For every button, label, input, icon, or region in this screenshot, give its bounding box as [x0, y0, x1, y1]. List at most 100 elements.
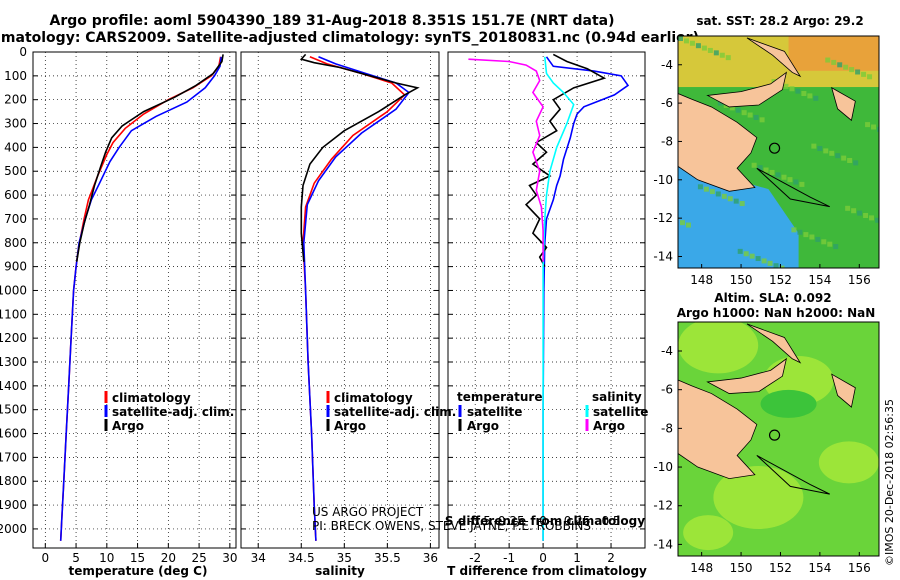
sst-pixel: [697, 184, 703, 190]
sst-pixel: [795, 88, 801, 94]
pi-label: PI: BRECK OWENS, STEVE JAYNE, P.E. ROBBI…: [312, 519, 591, 533]
sst-pixel: [825, 57, 831, 63]
map-y-tick-label: -14: [653, 249, 673, 263]
salinity-panel: 34 34.5 35 35.5 36: [240, 51, 440, 565]
x-tick-label: 34.5: [288, 551, 315, 565]
sst-pixel: [707, 47, 713, 53]
sst-pixel: [787, 177, 793, 183]
legend-temperature-heading: temperature: [457, 390, 542, 404]
sst-pixel: [815, 236, 821, 242]
sst-pixel: [709, 189, 715, 195]
land-new-ireland: [746, 37, 802, 78]
sst-pixel: [867, 74, 873, 80]
sst-pixel: [769, 169, 775, 175]
series-line-salinity-argo: [468, 58, 545, 262]
plot-frame: [447, 51, 646, 549]
sst-pixel: [757, 165, 763, 171]
sst-hot-patch: [788, 36, 879, 71]
x-tick-label: 35.5: [374, 551, 401, 565]
x-tick-label: 20: [161, 551, 176, 565]
sst-pixel: [679, 220, 685, 226]
x-tick-label: 0: [41, 551, 49, 565]
land-bougainville: [831, 86, 856, 122]
sst-pixel: [737, 248, 743, 254]
sst-pixel: [751, 162, 757, 168]
sst-pixel: [801, 91, 807, 97]
sst-pixel: [835, 153, 841, 159]
y-tick-label: 1700: [0, 450, 27, 464]
map-x-tick-label: 156: [848, 561, 871, 575]
difference-legend: temperature satellite Argo salinity sate…: [457, 390, 648, 433]
x-tick-label: 25: [191, 551, 206, 565]
sla-map-subtitle: Argo h1000: NaN h2000: NaN: [677, 306, 876, 320]
sst-pixel: [781, 174, 787, 180]
map-y-tick-label: -4: [661, 344, 673, 358]
sst-pixel: [753, 114, 759, 120]
y-tick-label: 700: [4, 212, 27, 226]
sst-pixel: [755, 256, 761, 262]
land-new-britain: [706, 71, 788, 108]
sst-pixel: [857, 210, 863, 216]
series-line-temperature-argo: [524, 53, 607, 267]
map-y-tick-label: -14: [653, 537, 673, 551]
x-tick-label: 35: [337, 551, 352, 565]
temperature-legend: climatology satellite-adj. clim. Argo: [104, 391, 234, 433]
sst-pixel: [847, 157, 853, 163]
sst-pixel: [683, 38, 689, 44]
sst-pixel: [861, 71, 867, 77]
map-x-tick-label: 156: [848, 273, 871, 287]
sst-pixel: [767, 260, 773, 266]
y-tick-label: 1900: [0, 498, 27, 512]
island-chain: [756, 167, 830, 208]
sst-pixel: [733, 198, 739, 204]
sst-map-panel: 148 150 152 154 156 -4 -6 -8 -10 -12 -14: [653, 35, 880, 287]
land-new-guinea: [678, 379, 758, 480]
sst-pixel: [877, 126, 879, 132]
sst-pixel: [729, 105, 735, 111]
legend-temp-argo: Argo: [467, 419, 499, 433]
sst-pixel: [821, 239, 827, 245]
sst-pixel: [715, 191, 721, 197]
legend-satellite: satellite-adj. clim.: [112, 405, 234, 419]
sst-map-title: sat. SST: 28.2 Argo: 29.2: [696, 14, 863, 28]
x-tick-label: 34: [251, 551, 266, 565]
y-tick-label: 900: [4, 260, 27, 274]
legend-climatology: climatology: [334, 391, 413, 405]
map-y-tick-label: -10: [653, 173, 673, 187]
y-tick-label: 1600: [0, 427, 27, 441]
title-line-1: Argo profile: aoml 5904390_189 31-Aug-20…: [50, 13, 615, 29]
sla-blob: [713, 466, 804, 529]
sst-pixel: [869, 215, 875, 221]
map-field: [678, 322, 879, 556]
sst-pixel: [855, 69, 861, 75]
argo-position-marker: [768, 142, 781, 154]
land-new-guinea: [678, 93, 758, 192]
x-tick-label: 30: [222, 551, 237, 565]
legend-sal-satellite: satellite: [593, 405, 648, 419]
map-x-tick-label: 150: [730, 561, 753, 575]
map-y-tick-label: -10: [653, 460, 673, 474]
sst-pixel: [809, 234, 815, 240]
sla-map-panel: 148 150 152 154 156 -4 -6 -8 -10 -12 -14: [653, 321, 880, 575]
sla-low: [760, 389, 817, 418]
x-tick-label: 5: [72, 551, 80, 565]
sst-pixel: [811, 143, 817, 149]
top-x-tick-label: 0: [539, 514, 547, 528]
map-x-tick-label: 148: [690, 273, 713, 287]
sst-pixel: [829, 150, 835, 156]
y-tick-label: 300: [4, 117, 27, 131]
map-x-tick-label: 152: [769, 273, 792, 287]
sst-pixel: [773, 263, 779, 268]
sst-pixel: [725, 55, 731, 61]
x-tick-label: -1: [503, 551, 515, 565]
plot-frame: [32, 51, 237, 549]
legend-argo: Argo: [112, 419, 144, 433]
sst-pixel: [701, 45, 707, 51]
diff-top-xlabel: S difference from climatology: [445, 514, 645, 528]
y-tick-label: 1800: [0, 474, 27, 488]
sst-pixel: [833, 244, 839, 250]
diff-xlabel: T difference from climatology: [447, 564, 647, 578]
legend-climatology: climatology: [112, 391, 191, 405]
sst-pixel: [793, 179, 799, 185]
